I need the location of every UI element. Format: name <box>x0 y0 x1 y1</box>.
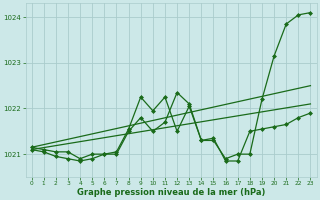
X-axis label: Graphe pression niveau de la mer (hPa): Graphe pression niveau de la mer (hPa) <box>77 188 265 197</box>
